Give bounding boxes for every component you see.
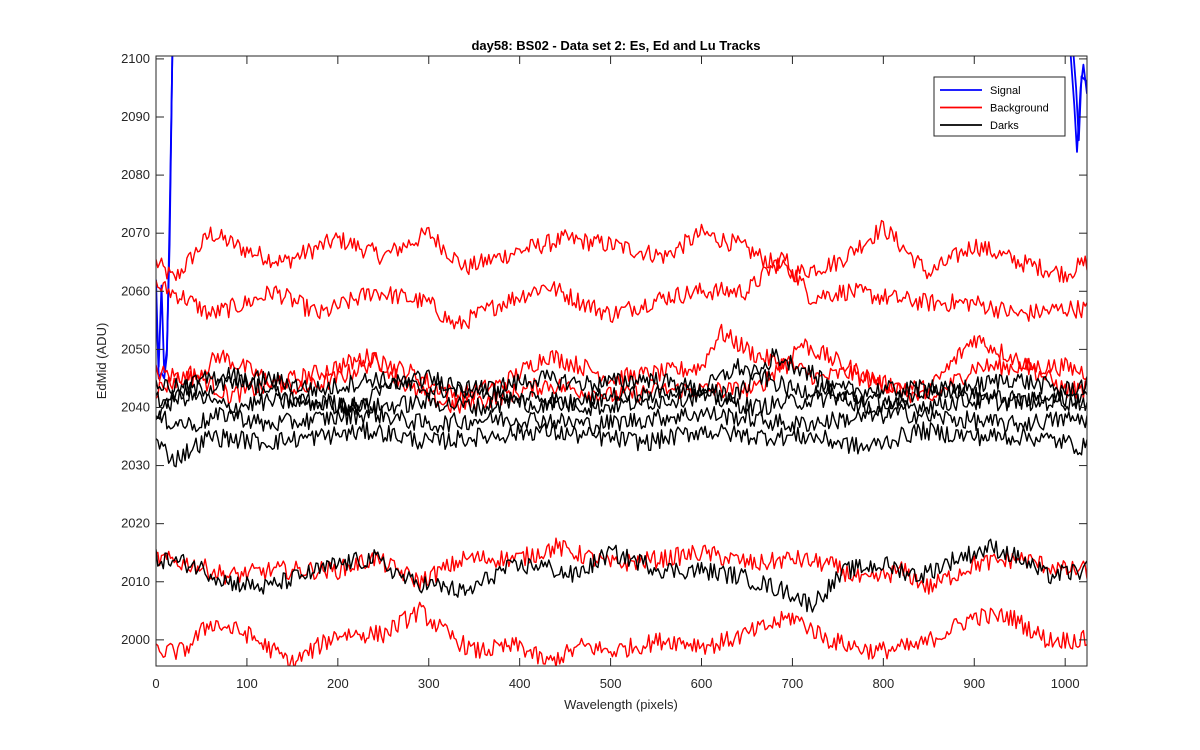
y-tick-label: 2020 [121,516,150,531]
legend-label-background: Background [990,103,1049,115]
x-tick-label: 0 [152,676,159,691]
y-tick-label: 2060 [121,283,150,298]
y-tick-label: 2080 [121,167,150,182]
series-line-background-2 [156,219,1087,283]
x-tick-label: 1000 [1051,676,1080,691]
chart-title: day58: BS02 - Data set 2: Es, Ed and Lu … [471,38,760,53]
legend-box [933,76,1066,137]
x-tick-label: 800 [872,676,894,691]
x-axis: 0 100 200 300 400 500 600 700 800 900 1000 [152,56,1080,691]
x-tick-label: 100 [236,676,258,691]
series-line-darks-10 [156,404,1087,435]
series-layer [156,56,1087,666]
x-tick-label: 500 [600,676,622,691]
x-tick-label: 900 [963,676,985,691]
y-tick-label: 2030 [121,458,150,473]
y-tick-label: 2000 [121,632,150,647]
x-axis-label: Wavelength (pixels) [564,697,678,712]
legend-label-signal: Signal [990,85,1021,97]
x-tick-label: 600 [691,676,713,691]
y-tick-label: 2090 [121,109,150,124]
y-tick-label: 2070 [121,225,150,240]
y-axis: 2000 2010 2020 2030 2040 2050 2060 2070 2080 2090… [121,51,1087,647]
x-tick-label: 200 [327,676,349,691]
y-axis-label: EdMid (ADU) [94,323,109,400]
y-tick-label: 2100 [121,51,150,66]
series-line-background-6 [156,537,1087,595]
series-line-darks-11 [156,421,1087,468]
series-line-darks-8 [156,358,1087,400]
legend: Signal Background Darks [933,76,1066,137]
series-line-background-7 [156,601,1087,666]
y-tick-label: 2040 [121,399,150,414]
plot-frame [155,55,1088,667]
series-line-darks-13 [156,538,1087,613]
x-tick-label: 700 [782,676,804,691]
y-tick-label: 2050 [121,341,150,356]
y-tick-label: 2010 [121,574,150,589]
legend-label-darks: Darks [990,120,1019,132]
x-tick-label: 400 [509,676,531,691]
series-line-background-3 [156,251,1087,330]
series-line-darks-12 [156,348,1087,421]
x-tick-label: 300 [418,676,440,691]
